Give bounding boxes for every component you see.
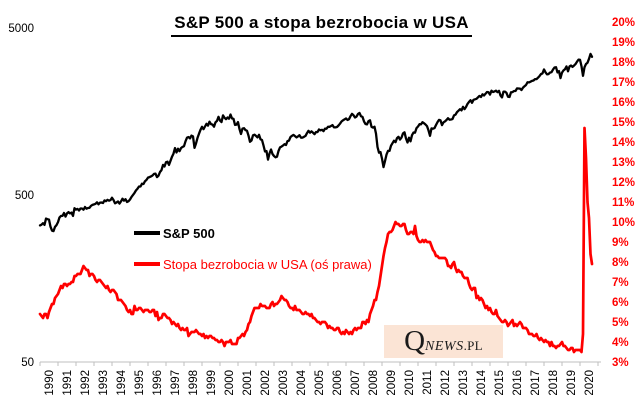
watermark-pl-text: .PL [463,338,483,353]
unemployment-line-swatch [134,262,160,266]
x-axis-tick-label: 2008 [368,370,380,396]
right-axis-tick-label: 16% [612,97,635,109]
right-axis-tick-label: 11% [612,197,634,209]
left-axis-tick-label: 500 [15,190,34,202]
right-axis-tick-label: 19% [612,37,635,49]
right-axis-tick-label: 6% [612,297,629,309]
x-axis-tick-label: 2001 [242,370,254,396]
x-axis-tick-label: 2007 [350,370,362,396]
x-axis-tick-label: 1999 [206,370,218,396]
unemployment-line [38,126,594,354]
x-axis-tick-label: 1994 [116,369,128,395]
chart-title-text: S&P 500 a stopa bezrobocia w USA [171,13,472,37]
sp500-line [38,52,594,233]
x-axis-tick-label: 2005 [314,370,326,396]
right-axis-tick-label: 4% [612,337,629,349]
chart-title: S&P 500 a stopa bezrobocia w USA [0,13,643,37]
x-axis-tick-label: 2018 [548,370,560,396]
x-axis-tick-label: 2002 [260,370,272,396]
right-axis-tick-label: 9% [612,237,629,249]
x-axis-tick-label: 1997 [170,370,182,396]
x-axis-tick-label: 2006 [332,370,344,396]
right-axis-tick-label: 14% [612,137,635,149]
x-axis-tick-label: 2011 [422,370,434,395]
legend-item-unemployment: Stopa bezrobocia w USA (oś prawa) [134,256,372,272]
right-axis-tick-label: 5% [612,317,629,329]
x-axis-tick-label: 2016 [512,370,524,396]
x-axis-tick-label: 2020 [584,370,596,396]
watermark-q-letter: Q [404,325,426,357]
right-axis-tick-label: 13% [612,157,635,169]
watermark-qnews: Q NEWS .PL [384,325,503,358]
x-axis-tick-label: 2000 [224,370,236,396]
watermark-news-text: NEWS [425,339,464,354]
legend-label-unemployment: Stopa bezrobocia w USA (oś prawa) [163,256,372,272]
x-axis-tick-label: 1991 [62,370,74,396]
x-axis-tick-label: 1993 [98,370,110,396]
x-axis-tick-label: 2014 [476,369,488,395]
x-axis-tick-label: 1998 [188,370,200,396]
x-axis-tick-label: 1990 [44,370,56,396]
x-axis-tick-label: 2015 [494,370,506,396]
x-axis-tick-label: 2012 [440,370,452,396]
right-axis-tick-label: 20% [612,17,635,29]
x-axis-tick-label: 1992 [80,370,92,396]
right-axis-tick-label: 17% [612,77,635,89]
x-axis-tick-label: 2003 [278,370,290,396]
x-axis-tick-label: 2004 [296,369,308,395]
left-axis-tick-label: 50 [21,357,34,369]
x-axis-tick-label: 1996 [152,370,164,396]
legend: S&P 500 Stopa bezrobocia w USA (oś prawa… [134,225,372,287]
right-axis-tick-label: 8% [612,257,629,269]
left-axis-tick-label: 5000 [8,23,34,35]
right-axis-tick-label: 15% [612,117,635,129]
right-axis-tick-label: 3% [612,357,629,369]
x-axis-tick-label: 2009 [386,370,398,396]
legend-item-sp500: S&P 500 [134,225,372,241]
sp500-line-swatch [134,231,160,235]
right-axis-tick-label: 7% [612,277,629,289]
legend-label-sp500: S&P 500 [163,225,215,241]
x-axis-tick-label: 2010 [404,370,416,396]
x-axis-tick-label: 2019 [566,370,578,396]
x-axis-tick-label: 2013 [458,370,470,396]
x-axis-tick-label: 1995 [134,370,146,396]
right-axis-tick-label: 18% [612,57,635,69]
x-axis-tick-label: 2017 [530,370,542,396]
right-axis-tick-label: 10% [612,217,635,229]
right-axis-tick-label: 12% [612,177,635,189]
